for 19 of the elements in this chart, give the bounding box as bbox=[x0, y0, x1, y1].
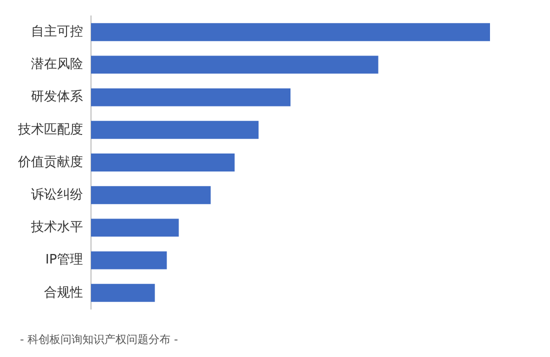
bar bbox=[91, 186, 211, 204]
y-tick-label: IP管理 bbox=[45, 252, 83, 268]
bar bbox=[91, 251, 167, 270]
y-tick-label: 研发体系 bbox=[31, 90, 83, 105]
y-tick-label: 合规性 bbox=[44, 285, 83, 300]
y-tick-label: 技术匹配度 bbox=[17, 121, 83, 138]
bar bbox=[91, 56, 378, 74]
y-tick-label: 诉讼纠纷 bbox=[31, 187, 83, 202]
bar bbox=[91, 154, 235, 172]
y-tick-label: 潜在风险 bbox=[31, 57, 83, 72]
y-tick-label: 价值贡献度 bbox=[17, 154, 83, 170]
y-tick-label: 自主可控 bbox=[31, 23, 83, 40]
bar bbox=[91, 284, 155, 302]
bar bbox=[91, 218, 179, 237]
bar bbox=[91, 120, 259, 139]
bar bbox=[91, 88, 290, 106]
text: - 科创板问询知识产权问题分布 - bbox=[20, 332, 178, 347]
bar bbox=[91, 23, 490, 42]
y-tick-label: 技术水平 bbox=[30, 220, 83, 236]
